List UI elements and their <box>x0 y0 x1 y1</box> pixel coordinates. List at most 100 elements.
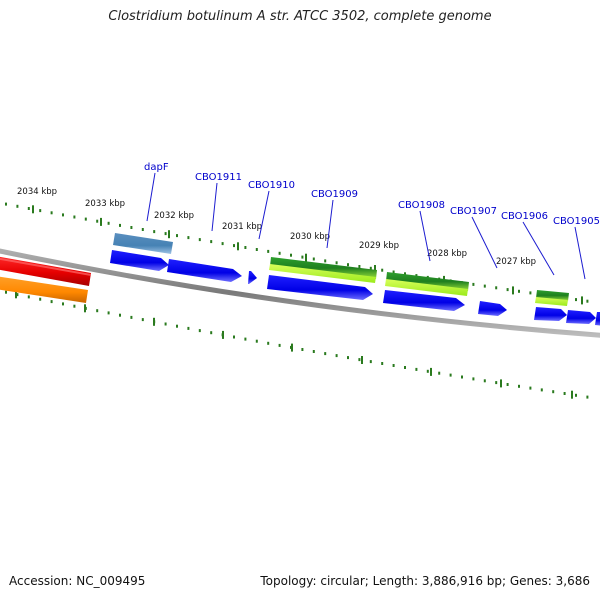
cds-arrow-CBO1909[interactable] <box>267 275 373 300</box>
gene-label-CBO1909[interactable]: CBO1909 <box>311 189 358 200</box>
major-tick <box>512 286 514 295</box>
minor-tick <box>210 331 213 335</box>
leader-line-CBO1911 <box>211 182 218 232</box>
minor-tick <box>130 315 133 319</box>
cds-arrow-dapF[interactable] <box>110 250 169 271</box>
cds-arrow-next[interactable] <box>595 312 600 326</box>
minor-tick <box>312 350 315 353</box>
minor-tick <box>586 299 589 303</box>
scale-label-2032: 2032 kbp <box>154 211 194 221</box>
minor-tick <box>347 263 349 267</box>
minor-tick <box>107 221 110 225</box>
scale-label-2027: 2027 kbp <box>496 257 536 267</box>
scale-label-2033: 2033 kbp <box>85 199 125 209</box>
major-tick <box>84 304 86 313</box>
minor-tick <box>426 369 429 373</box>
minor-tick <box>84 217 87 221</box>
minor-tick <box>529 291 532 295</box>
gene-label-CBO1911[interactable]: CBO1911 <box>195 172 242 183</box>
minor-tick <box>506 383 509 386</box>
minor-tick <box>552 390 555 394</box>
minor-tick <box>50 300 53 304</box>
accession-text: Accession: NC_009495 <box>9 574 146 588</box>
minor-tick <box>164 232 167 236</box>
leader-line-CBO1905 <box>574 226 586 280</box>
gene-label-CBO1906[interactable]: CBO1906 <box>501 211 548 222</box>
minor-tick <box>39 209 42 213</box>
red-feature-bar[interactable] <box>0 256 91 286</box>
cds-arrow-CBO1905[interactable] <box>566 310 596 324</box>
minor-tick <box>392 270 395 274</box>
minor-tick <box>210 240 213 244</box>
minor-tick <box>176 324 178 328</box>
cds-arrow-CBO1907[interactable] <box>478 301 507 316</box>
major-tick <box>571 390 573 399</box>
gene-label-CBO1908[interactable]: CBO1908 <box>398 200 445 211</box>
major-tick <box>153 317 155 326</box>
minor-tick <box>244 246 247 249</box>
minor-tick <box>438 371 441 375</box>
minor-tick <box>278 343 281 347</box>
minor-tick <box>255 248 258 251</box>
minor-tick <box>50 211 53 215</box>
minor-tick <box>335 354 338 358</box>
minor-tick <box>27 295 30 299</box>
minor-tick <box>164 322 167 326</box>
scale-label-2028: 2028 kbp <box>427 249 467 259</box>
red-feature-highlight <box>0 257 91 276</box>
lime-feature-bar-2[interactable] <box>385 279 468 296</box>
major-tick <box>32 205 34 214</box>
minor-tick <box>107 311 110 315</box>
minor-tick <box>518 289 520 293</box>
cds-arrow-CBO1910[interactable] <box>248 271 257 284</box>
major-tick <box>305 253 307 262</box>
major-tick <box>237 242 239 251</box>
major-tick <box>291 343 293 352</box>
cds-arrow-CBO1906[interactable] <box>534 307 567 321</box>
gene-label-dapF[interactable]: dapF <box>144 162 169 173</box>
steelblue-feature-bar[interactable] <box>113 233 173 254</box>
major-tick <box>500 379 502 388</box>
orange-feature-bar[interactable] <box>0 276 88 303</box>
minor-tick <box>472 377 475 381</box>
minor-tick <box>16 204 19 208</box>
minor-tick <box>415 367 418 371</box>
lime-feature-bar-3[interactable] <box>535 297 568 306</box>
gene-label-CBO1907[interactable]: CBO1907 <box>450 206 497 217</box>
major-tick <box>15 290 17 299</box>
minor-tick <box>461 375 463 379</box>
cds-arrow-CBO1911[interactable] <box>167 259 242 282</box>
green-feature-bar-1[interactable] <box>270 257 377 279</box>
minor-tick <box>563 392 566 395</box>
scale-label-2029: 2029 kbp <box>359 241 399 251</box>
minor-tick <box>324 352 327 356</box>
minor-tick <box>16 293 19 297</box>
minor-tick <box>404 272 406 276</box>
minor-tick <box>369 360 372 364</box>
minor-tick <box>586 395 589 399</box>
gene-label-CBO1910[interactable]: CBO1910 <box>248 180 295 191</box>
minor-tick <box>62 302 64 306</box>
leader-line-CBO1907 <box>471 216 498 269</box>
green-feature-bar-2[interactable] <box>386 272 469 291</box>
minor-tick <box>483 284 486 288</box>
genome-backbone <box>0 248 600 338</box>
minor-tick <box>381 268 384 272</box>
major-tick <box>222 330 224 339</box>
gene-label-CBO1905[interactable]: CBO1905 <box>553 216 600 227</box>
cds-arrow-CBO1908[interactable] <box>383 290 465 311</box>
minor-tick <box>495 381 498 385</box>
scale-label-2034: 2034 kbp <box>17 187 57 197</box>
minor-tick <box>187 326 190 330</box>
minor-tick <box>301 348 304 351</box>
minor-tick <box>5 202 7 206</box>
major-tick <box>100 217 102 226</box>
minor-tick <box>244 337 247 341</box>
minor-tick <box>96 309 99 313</box>
minor-tick <box>518 384 520 388</box>
lime-feature-bar-1[interactable] <box>269 264 376 283</box>
minor-tick <box>221 242 224 246</box>
minor-tick <box>73 304 76 308</box>
minor-tick <box>290 253 292 257</box>
